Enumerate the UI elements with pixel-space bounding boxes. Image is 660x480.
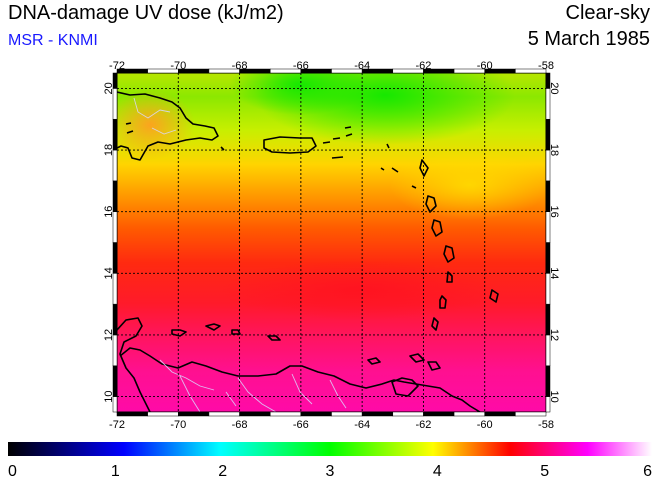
colorbar-tick-label: 1 xyxy=(111,463,120,480)
border-segment xyxy=(112,72,118,89)
colorbar-gradient xyxy=(8,442,652,456)
lon-tick-label-bottom: -70 xyxy=(170,419,186,430)
lat-tick-label-right: 14 xyxy=(548,267,560,279)
lat-tick-label-right: 16 xyxy=(548,206,560,218)
high-dose-region xyxy=(220,260,500,320)
hispaniola-coast xyxy=(117,91,219,161)
medium-dose-region xyxy=(390,150,546,220)
lon-tick-label-top: -64 xyxy=(354,60,370,72)
colorbar-tick-label: 6 xyxy=(643,463,652,480)
lat-tick-label-left: 20 xyxy=(103,82,115,94)
lat-tick-label-right: 18 xyxy=(548,144,560,156)
lon-tick-label-top: -72 xyxy=(109,60,125,72)
lat-tick-label-right: 10 xyxy=(548,390,560,402)
border-segment xyxy=(545,72,551,89)
lat-tick-label-right: 20 xyxy=(548,82,560,94)
lon-tick-label-top: -68 xyxy=(232,60,248,72)
lon-tick-label-bottom: -58 xyxy=(538,419,554,430)
lon-tick-label-bottom: -72 xyxy=(109,419,125,430)
lon-tick-label-top: -66 xyxy=(293,60,309,72)
inland-borders xyxy=(133,97,347,412)
lon-tick-label-top: -70 xyxy=(170,60,186,72)
colorbar-tick-label: 4 xyxy=(433,463,442,480)
border-segment xyxy=(515,411,547,417)
colorbar-tick-label: 5 xyxy=(540,463,549,480)
lon-tick-label-top: -60 xyxy=(477,60,493,72)
small-islands xyxy=(125,122,417,189)
virgin-islands xyxy=(322,126,353,144)
colorbar-tick-label: 3 xyxy=(326,463,335,480)
border-segment xyxy=(515,68,547,74)
lon-tick-label-bottom: -66 xyxy=(293,419,309,430)
colorbar-tick-label: 2 xyxy=(218,463,227,480)
lon-tick-label-bottom: -60 xyxy=(477,419,493,430)
lesser-antilles xyxy=(419,159,499,331)
axis-tick-labels: -72 -72 -70 -70 -68 -68 -66 -66 -64 -64 -62 -62 -60 -… xyxy=(103,60,560,430)
low-dose-region xyxy=(230,73,370,115)
sky-condition-label: Clear-sky xyxy=(565,2,650,24)
lat-tick-label-left: 16 xyxy=(103,206,115,218)
lon-tick-label-top: -58 xyxy=(538,60,554,72)
colorbar-ticks: 0 1 2 3 4 5 6 xyxy=(8,463,652,480)
lat-tick-label-left: 12 xyxy=(103,329,115,341)
lat-tick-label-right: 12 xyxy=(548,329,560,341)
lon-tick-label-bottom: -68 xyxy=(232,419,248,430)
coastlines xyxy=(117,91,499,412)
map-title: DNA-damage UV dose (kJ/m2) xyxy=(8,2,284,24)
lat-tick-label-left: 14 xyxy=(103,267,115,279)
colorbar-tick-label: 0 xyxy=(8,463,17,480)
lon-tick-label-top: -62 xyxy=(415,60,431,72)
south-america-coast xyxy=(117,317,481,412)
lat-lon-grid xyxy=(117,73,546,412)
credit-label: MSR - KNMI xyxy=(8,32,98,49)
lon-tick-label-bottom: -64 xyxy=(354,419,370,430)
lon-tick-label-bottom: -62 xyxy=(415,419,431,430)
lat-tick-label-left: 10 xyxy=(103,390,115,402)
map-border-scale xyxy=(112,68,551,417)
puerto-rico-coast xyxy=(263,136,317,154)
date-label: 5 March 1985 xyxy=(527,28,650,50)
uv-dose-map: -72 -72 -70 -70 -68 -68 -66 -66 -64 -64 -62 -62 -60 -… xyxy=(103,60,560,430)
lat-tick-label-left: 18 xyxy=(103,144,115,156)
